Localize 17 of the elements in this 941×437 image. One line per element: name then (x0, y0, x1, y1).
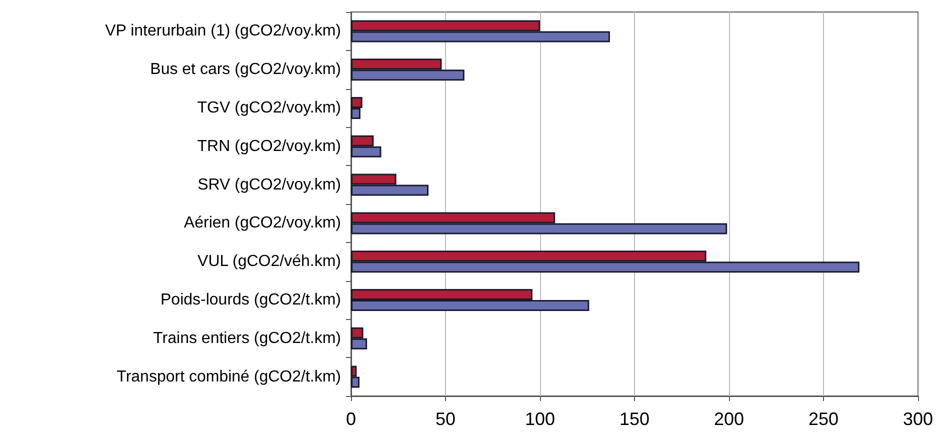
y-tick-label: Bus et cars (gCO2/voy.km) (150, 61, 341, 78)
y-tick-label: TGV (gCO2/voy.km) (197, 100, 341, 116)
x-tick-label: 200 (714, 409, 744, 429)
x-tick-label: 250 (808, 409, 839, 429)
x-tick-label: 50 (435, 409, 456, 429)
x-tick-label: 150 (619, 409, 650, 429)
y-tick-label: Transport combiné (gCO2/t.km) (116, 368, 341, 386)
y-tick-label: Poids-lourds (gCO2/t.km) (160, 292, 341, 308)
x-tick-label: 100 (524, 409, 556, 429)
y-tick-label: SRV (gCO2/voy.km) (198, 176, 341, 194)
y-tick-label: VUL (gCO2/véh.km) (198, 253, 341, 270)
y-tick-label: TRN (gCO2/voy.km) (197, 138, 341, 155)
y-tick-label: Trains entiers (gCO2/t.km) (153, 330, 341, 347)
y-tick-label: VP interurbain (1) (gCO2/voy.km) (105, 22, 341, 40)
x-tick-label: 0 (346, 409, 356, 429)
x-tick-label: 300 (902, 409, 934, 429)
y-tick-label: Aérien (gCO2/voy.km) (184, 214, 341, 232)
